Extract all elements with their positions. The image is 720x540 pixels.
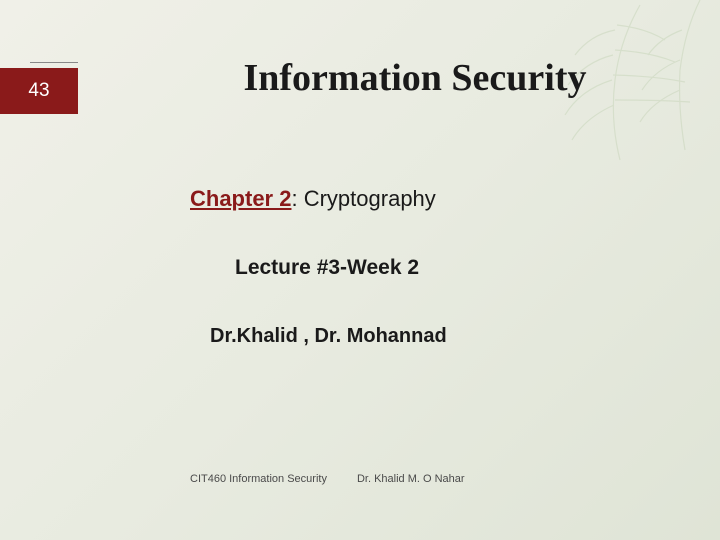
authors-line: Dr.Khalid , Dr. Mohannad <box>210 325 447 348</box>
footer: CIT460 Information Security Dr. Khalid M… <box>190 473 465 485</box>
chapter-line: Chapter 2: Cryptography <box>190 186 436 212</box>
badge-divider <box>30 62 78 63</box>
slide-container: 43 Information Security Chapter 2: Crypt… <box>0 0 720 540</box>
footer-course: CIT460 Information Security <box>190 473 327 485</box>
page-number-badge: 43 <box>0 68 78 114</box>
footer-author: Dr. Khalid M. O Nahar <box>357 473 465 485</box>
chapter-topic: Cryptography <box>304 186 436 211</box>
lecture-line: Lecture #3-Week 2 <box>235 256 419 280</box>
page-number: 43 <box>28 80 49 102</box>
chapter-separator: : <box>291 186 303 211</box>
slide-title: Information Security <box>150 56 680 100</box>
chapter-label: Chapter 2 <box>190 186 291 211</box>
